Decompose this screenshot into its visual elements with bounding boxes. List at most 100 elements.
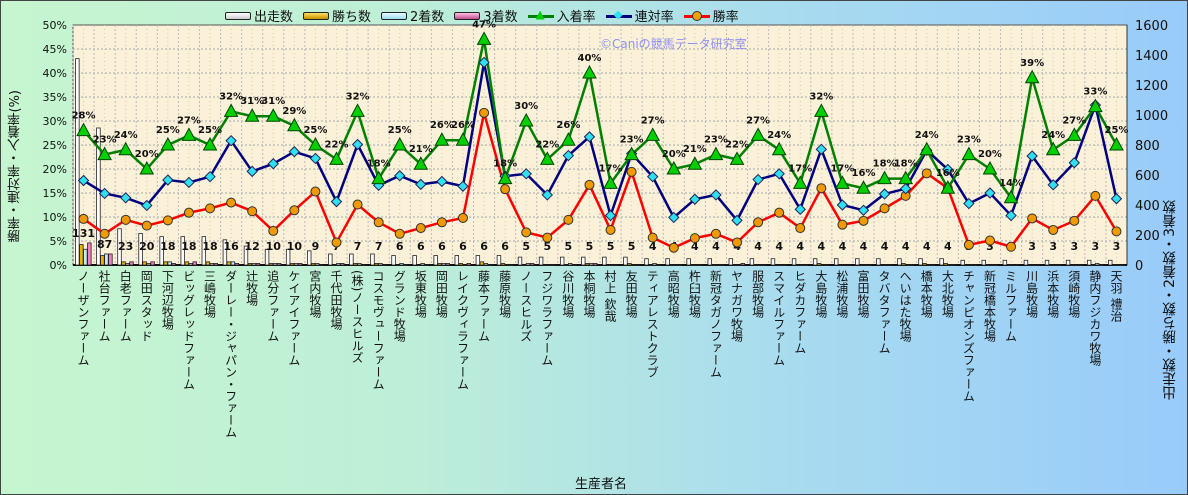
rentai-rate-point [689, 193, 701, 205]
bar-runs [222, 239, 228, 266]
bar-runs-label: 10 [266, 240, 282, 253]
bar-second [631, 264, 636, 266]
bar-runs-label: 16 [223, 240, 239, 253]
x-tick-label: ヒダカファーム [792, 270, 807, 354]
rentai-rate-point [330, 195, 343, 208]
bar-runs-label: 12 [245, 240, 260, 253]
bar-runs [812, 258, 818, 266]
bar-second [652, 263, 657, 266]
y-left-tick-label: 45% [43, 43, 67, 56]
y-right-tick-label: 200 [1135, 229, 1160, 244]
win-rate-point [542, 232, 553, 243]
rentai-rate-point [984, 187, 996, 199]
diamond-marker-icon [605, 10, 632, 22]
inchaku-rate-point [919, 141, 935, 156]
inchaku-rate-label: 16% [852, 168, 876, 179]
inchaku-rate-label: 25% [388, 125, 412, 136]
bar-third [888, 264, 893, 266]
inchaku-rate-point [877, 170, 892, 185]
win-rate-point [963, 239, 974, 250]
inchaku-rate-point [835, 175, 850, 189]
bar-second [589, 263, 594, 266]
x-tick-label: フジワラファーム [539, 270, 554, 366]
bar-third [87, 242, 92, 266]
bar-second [525, 263, 531, 266]
rentai-rate-point [541, 189, 554, 201]
bar-second [884, 264, 889, 266]
inchaku-rate-label: 17% [788, 163, 812, 174]
bar-second [926, 264, 931, 266]
bar-third [255, 263, 261, 266]
bar-second [167, 261, 172, 266]
bar-runs [559, 256, 565, 266]
bar-runs [391, 255, 396, 266]
x-tick-label: 宮内牧場 [307, 270, 322, 318]
inchaku-rate-label: 14% [999, 178, 1023, 189]
inchaku-rate-point [1045, 141, 1061, 156]
bar-runs-label: 3 [1113, 240, 1121, 253]
bar-wins [690, 264, 695, 266]
y-left-tick-label: 40% [43, 67, 67, 80]
bar-runs [1065, 259, 1071, 266]
triangle-marker-icon [527, 10, 554, 22]
inchaku-rate-point [771, 141, 787, 156]
y-right-tick-label: 800 [1135, 139, 1160, 154]
rentai-rate-point [1026, 150, 1038, 162]
y-left-tick-label: 20% [43, 163, 67, 176]
bar-third [424, 264, 429, 266]
inchaku-rate-label: 26% [430, 120, 454, 131]
win-rate-point [373, 217, 384, 228]
inchaku-rate-point [118, 141, 134, 156]
inchaku-rate-point [76, 122, 91, 137]
bar-second [230, 261, 236, 266]
bar-second [399, 263, 404, 266]
legend: 出走数 勝ち数 2着数 3着数 入着率 連対率 勝率 [225, 6, 739, 25]
x-tick-label: 村上 欽哉 [603, 270, 618, 322]
x-tick-label: 辻牧場 [244, 270, 259, 306]
bar-second [315, 263, 320, 266]
inchaku-rate-label: 28% [72, 111, 96, 122]
bar-third [150, 261, 155, 266]
win-rate-point [1069, 215, 1080, 226]
rentai-rate-point [351, 138, 364, 151]
win-rate-point [1006, 241, 1017, 252]
bar-runs-label: 4 [839, 240, 847, 253]
x-tick-label: ノースヒルズ [518, 270, 533, 342]
bar-runs-label: 4 [754, 240, 762, 253]
y-left-tick-label: 5% [50, 235, 67, 248]
bar-wins [247, 263, 253, 266]
bar-third [319, 264, 324, 266]
bar-runs [834, 258, 839, 266]
x-tick-label: 千代田牧場 [329, 270, 343, 330]
bar-runs-label: 18 [181, 240, 196, 253]
y-left-tick-label: 10% [43, 211, 67, 224]
x-tick-label: コスモヴューファーム [371, 270, 386, 390]
bar-runs [138, 233, 143, 266]
legend-label: 連対率 [634, 10, 674, 25]
win-rate-point [858, 215, 869, 226]
rentai-rate-point [562, 149, 575, 162]
bar-runs [707, 258, 712, 266]
x-tick-label: 社台ファーム [97, 270, 112, 342]
x-tick-label: 橋本牧場 [919, 270, 934, 318]
bar-third [1014, 264, 1020, 266]
rentai-rate-point [583, 131, 596, 143]
rentai-rate-point [963, 197, 975, 210]
x-tick-label: 白老ファーム [118, 270, 133, 342]
inchaku-rate-label: 22% [725, 139, 749, 150]
inchaku-rate-label: 18% [367, 159, 391, 170]
win-rate-point [668, 242, 679, 253]
y-right-tick-label: 1600 [1135, 19, 1168, 34]
rentai-rate-point [478, 56, 490, 69]
inchaku-rate-point [160, 136, 176, 151]
bar-wins [374, 263, 379, 266]
bar-runs [496, 255, 502, 266]
bar-wins [859, 264, 864, 266]
bar-runs [412, 255, 417, 266]
inchaku-rate-point [603, 175, 618, 189]
bar-wins [226, 261, 232, 266]
bar-second [251, 263, 257, 266]
rentai-rate-point [773, 168, 785, 180]
bar-runs [791, 258, 797, 266]
bar-second [863, 264, 868, 266]
